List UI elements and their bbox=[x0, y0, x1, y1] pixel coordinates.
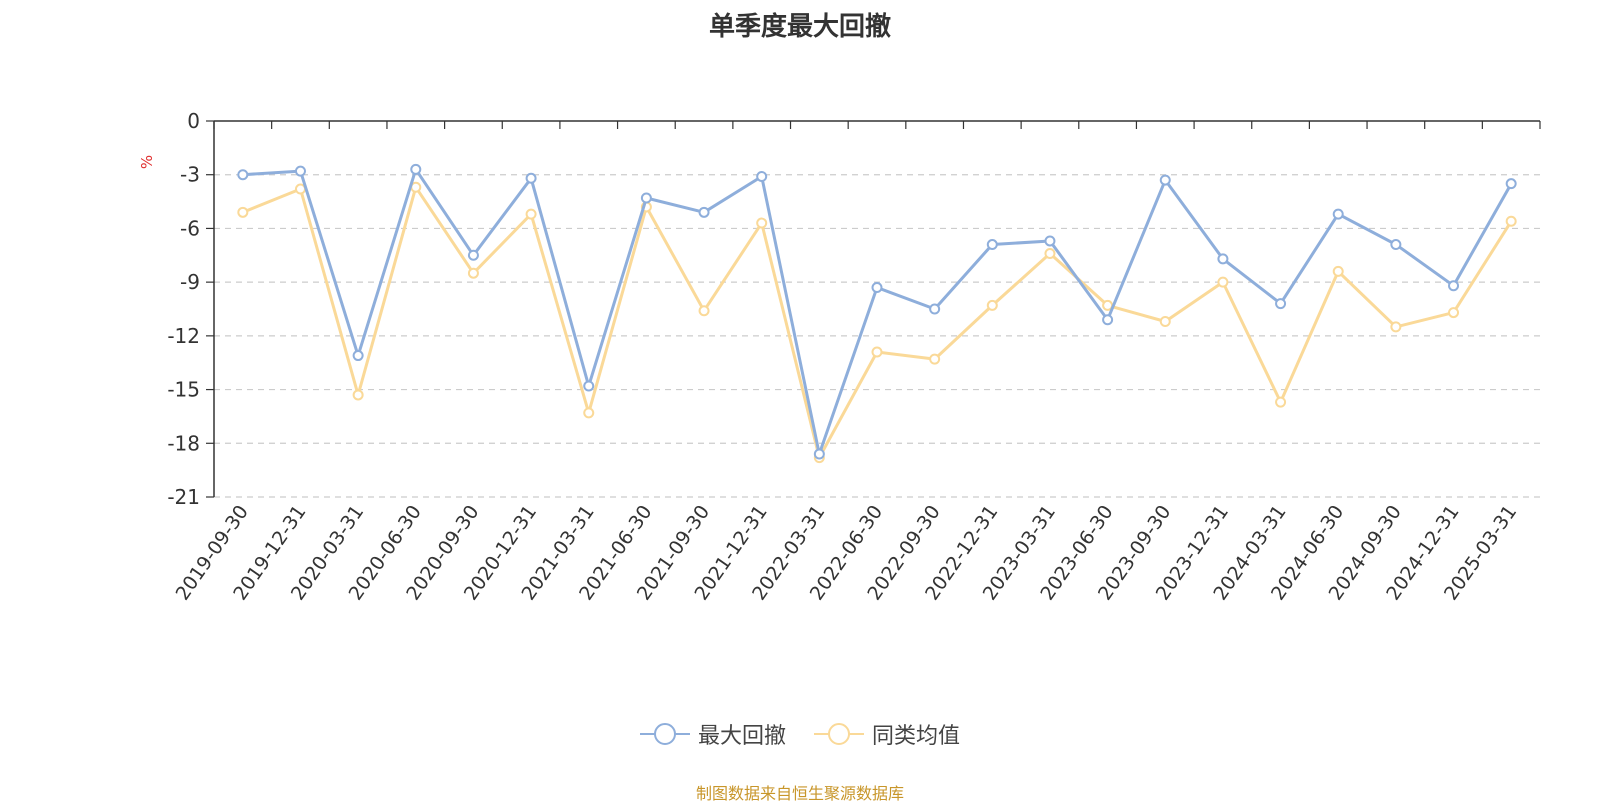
data-point-max-drawdown[interactable] bbox=[1159, 174, 1171, 186]
data-point-max-drawdown[interactable] bbox=[640, 192, 652, 204]
data-point-peer-average[interactable] bbox=[1159, 316, 1171, 328]
data-point-peer-average[interactable] bbox=[352, 389, 364, 401]
legend-item-peer-average[interactable]: 同类均值 bbox=[814, 718, 960, 750]
source-note: 制图数据来自恒生聚源数据库 bbox=[695, 784, 904, 803]
data-point-max-drawdown[interactable] bbox=[1275, 298, 1287, 310]
legend-label-max-drawdown: 最大回撤 bbox=[697, 724, 786, 749]
legend-label-peer-average: 同类均值 bbox=[872, 724, 961, 749]
data-point-peer-average[interactable] bbox=[467, 267, 479, 279]
data-point-max-drawdown[interactable] bbox=[986, 239, 998, 251]
data-point-peer-average[interactable] bbox=[871, 346, 883, 358]
data-point-peer-average[interactable] bbox=[1390, 321, 1402, 333]
legend-marker-max-drawdown-icon bbox=[639, 723, 690, 745]
data-point-max-drawdown[interactable] bbox=[352, 350, 364, 362]
data-point-max-drawdown[interactable] bbox=[1505, 178, 1517, 190]
data-point-max-drawdown[interactable] bbox=[1102, 314, 1114, 326]
data-point-max-drawdown[interactable] bbox=[410, 163, 422, 175]
data-point-peer-average[interactable] bbox=[525, 208, 537, 220]
data-point-peer-average[interactable] bbox=[1505, 215, 1517, 227]
data-point-peer-average[interactable] bbox=[1448, 307, 1460, 319]
data-point-max-drawdown[interactable] bbox=[1390, 239, 1402, 251]
y-tick-label: 0 bbox=[187, 109, 200, 133]
y-tick-label: -6 bbox=[180, 216, 200, 240]
series bbox=[237, 163, 1517, 464]
data-point-max-drawdown[interactable] bbox=[1044, 235, 1056, 247]
data-point-peer-average[interactable] bbox=[1275, 396, 1287, 408]
data-point-peer-average[interactable] bbox=[986, 299, 998, 311]
y-tick-label: -9 bbox=[180, 270, 200, 294]
data-point-peer-average[interactable] bbox=[1332, 265, 1344, 277]
legend-marker-peer-average-icon bbox=[814, 723, 864, 745]
data-point-max-drawdown[interactable] bbox=[871, 282, 883, 294]
y-axis-unit-label: % bbox=[138, 155, 156, 169]
data-point-max-drawdown[interactable] bbox=[698, 206, 710, 218]
chart-title: 单季度最大回撤 bbox=[708, 12, 891, 42]
y-tick-label: -21 bbox=[167, 485, 200, 509]
data-point-peer-average[interactable] bbox=[698, 305, 710, 317]
data-point-max-drawdown[interactable] bbox=[1217, 253, 1229, 265]
data-point-peer-average[interactable] bbox=[1217, 276, 1229, 288]
y-tick-label: -18 bbox=[167, 431, 200, 455]
data-point-max-drawdown[interactable] bbox=[813, 448, 825, 460]
data-point-peer-average[interactable] bbox=[583, 407, 595, 419]
y-tick-label: -12 bbox=[167, 324, 200, 348]
data-point-max-drawdown[interactable] bbox=[1332, 208, 1344, 220]
data-point-max-drawdown[interactable] bbox=[756, 171, 768, 183]
data-point-peer-average[interactable] bbox=[756, 217, 768, 229]
data-point-max-drawdown[interactable] bbox=[467, 249, 479, 261]
data-point-peer-average[interactable] bbox=[1044, 247, 1056, 259]
series-line-peer-average bbox=[242, 185, 1513, 460]
y-tick-label: -15 bbox=[167, 378, 200, 402]
data-point-peer-average[interactable] bbox=[237, 206, 249, 218]
legend-item-max-drawdown[interactable]: 最大回撤 bbox=[639, 718, 786, 750]
grid-lines bbox=[214, 174, 1540, 498]
data-point-max-drawdown[interactable] bbox=[583, 380, 595, 392]
y-tick-label: -3 bbox=[180, 163, 200, 187]
data-point-peer-average[interactable] bbox=[929, 353, 941, 365]
legend: 最大回撤 同类均值 bbox=[0, 718, 1600, 750]
data-point-max-drawdown[interactable] bbox=[929, 303, 941, 315]
data-point-max-drawdown[interactable] bbox=[237, 169, 249, 181]
data-point-max-drawdown[interactable] bbox=[294, 165, 306, 177]
data-point-max-drawdown[interactable] bbox=[525, 172, 537, 184]
data-point-max-drawdown[interactable] bbox=[1448, 280, 1460, 292]
